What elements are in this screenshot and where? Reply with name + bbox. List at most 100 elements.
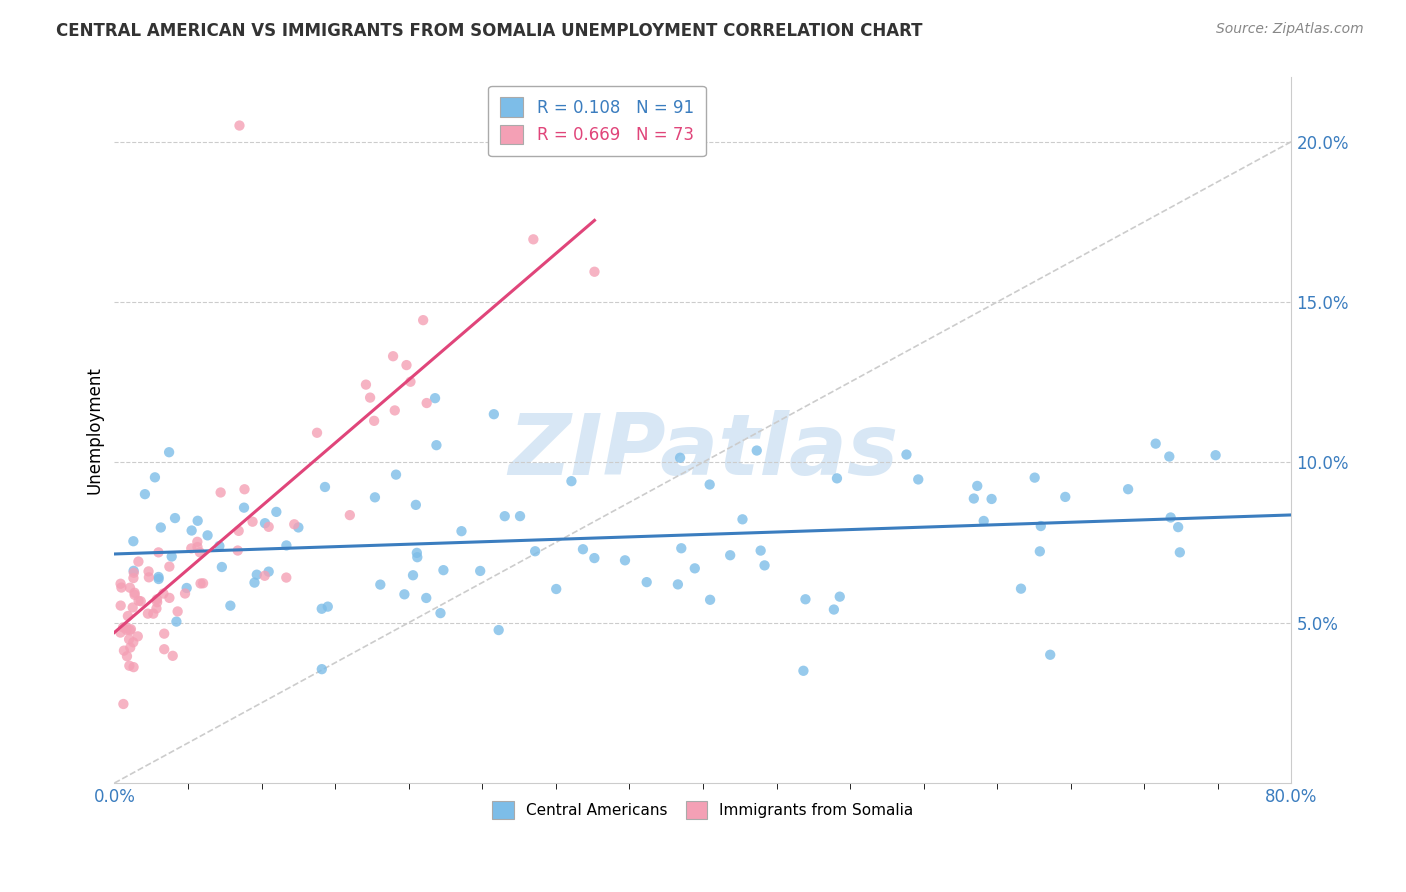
Point — [122, 534, 145, 549]
Text: CENTRAL AMERICAN VS IMMIGRANTS FROM SOMALIA UNEMPLOYMENT CORRELATION CHART: CENTRAL AMERICAN VS IMMIGRANTS FROM SOMA… — [56, 22, 922, 40]
Point — [1168, 545, 1191, 559]
Point — [176, 581, 198, 595]
Point — [412, 313, 434, 327]
Point — [148, 545, 170, 559]
Point — [122, 566, 145, 580]
Point — [980, 491, 1002, 506]
Point — [973, 514, 995, 528]
Point — [405, 546, 427, 560]
Point — [121, 600, 143, 615]
Point — [233, 500, 256, 515]
Point — [666, 577, 689, 591]
Point — [115, 649, 138, 664]
Point — [190, 576, 212, 591]
Point — [614, 553, 637, 567]
Point — [110, 581, 132, 595]
Point — [494, 509, 516, 524]
Point — [157, 445, 180, 459]
Point — [354, 377, 377, 392]
Point — [110, 625, 132, 640]
Point — [636, 575, 658, 590]
Point — [122, 660, 145, 674]
Point — [583, 551, 606, 566]
Point — [363, 414, 385, 428]
Point — [112, 643, 135, 657]
Point — [399, 375, 422, 389]
Point — [402, 568, 425, 582]
Point — [146, 595, 169, 609]
Point — [180, 524, 202, 538]
Point — [385, 467, 408, 482]
Point — [524, 544, 547, 558]
Point — [134, 487, 156, 501]
Point — [122, 571, 145, 585]
Point — [143, 470, 166, 484]
Point — [242, 515, 264, 529]
Point — [138, 570, 160, 584]
Point — [749, 543, 772, 558]
Point — [823, 602, 845, 616]
Point — [450, 524, 472, 538]
Point — [110, 599, 132, 613]
Legend: Central Americans, Immigrants from Somalia: Central Americans, Immigrants from Somal… — [486, 795, 920, 825]
Point — [470, 564, 492, 578]
Point — [209, 485, 232, 500]
Point — [124, 586, 146, 600]
Point — [187, 514, 209, 528]
Point — [792, 664, 814, 678]
Point — [266, 505, 288, 519]
Point — [316, 599, 339, 614]
Point — [1024, 470, 1046, 484]
Point — [197, 528, 219, 542]
Point — [405, 498, 427, 512]
Point — [283, 517, 305, 532]
Point — [186, 534, 208, 549]
Point — [120, 622, 142, 636]
Point — [228, 119, 250, 133]
Point — [1205, 448, 1227, 462]
Point — [907, 472, 929, 486]
Point — [394, 587, 416, 601]
Point — [966, 479, 988, 493]
Point — [1010, 582, 1032, 596]
Point — [423, 391, 446, 405]
Point — [963, 491, 986, 506]
Point — [146, 592, 169, 607]
Point — [429, 606, 451, 620]
Point — [368, 577, 391, 591]
Point — [745, 443, 768, 458]
Point — [208, 539, 231, 553]
Point — [127, 629, 149, 643]
Point — [546, 582, 568, 596]
Point — [718, 548, 741, 562]
Point — [191, 576, 214, 591]
Point — [896, 448, 918, 462]
Point — [415, 396, 437, 410]
Point — [118, 624, 141, 638]
Point — [364, 491, 387, 505]
Point — [415, 591, 437, 605]
Point — [112, 620, 135, 634]
Point — [117, 609, 139, 624]
Point — [305, 425, 328, 440]
Point — [253, 568, 276, 582]
Point — [432, 563, 454, 577]
Point — [1054, 490, 1077, 504]
Point — [110, 576, 132, 591]
Text: Source: ZipAtlas.com: Source: ZipAtlas.com — [1216, 22, 1364, 37]
Point — [228, 524, 250, 538]
Point — [257, 520, 280, 534]
Point — [253, 516, 276, 531]
Point — [671, 541, 693, 556]
Point — [118, 581, 141, 595]
Point — [1116, 482, 1139, 496]
Point — [145, 601, 167, 615]
Point — [1167, 520, 1189, 534]
Point — [683, 561, 706, 575]
Point — [124, 588, 146, 602]
Point — [1039, 648, 1062, 662]
Point — [1029, 544, 1052, 558]
Point — [572, 542, 595, 557]
Point — [669, 450, 692, 465]
Point — [118, 632, 141, 647]
